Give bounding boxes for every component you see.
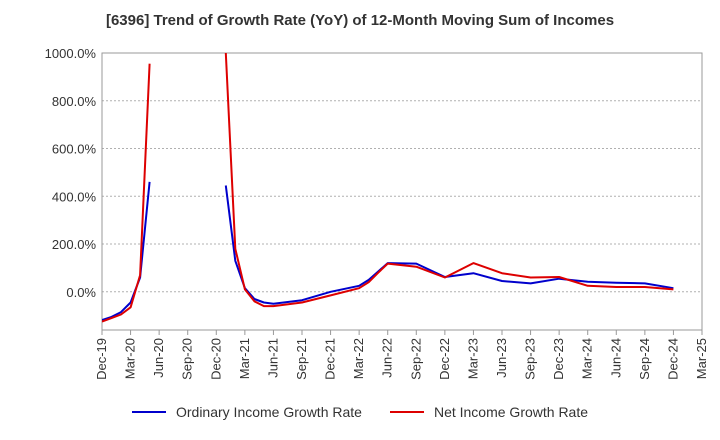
x-tick-label: Jun-21	[265, 338, 280, 378]
x-tick-label: Dec-24	[665, 338, 680, 380]
y-tick-label: 200.0%	[52, 237, 97, 252]
legend: Ordinary Income Growth Rate Net Income Gr…	[0, 404, 720, 420]
x-tick-label: Mar-20	[123, 338, 138, 379]
axes	[101, 52, 703, 335]
legend-swatch	[131, 411, 166, 413]
legend-item: Net Income Growth Rate	[389, 404, 589, 420]
x-tick-label: Jun-24	[608, 338, 623, 378]
series-line-net-income-growth-rate	[102, 53, 674, 323]
x-tick-label: Mar-21	[237, 338, 252, 379]
x-tick-label: Mar-25	[694, 338, 709, 379]
x-tick-label: Sep-21	[294, 338, 309, 380]
x-tick-label: Dec-21	[323, 338, 338, 380]
plot-frame	[101, 52, 703, 331]
y-tick-label: 800.0%	[52, 94, 97, 109]
x-tick-label: Mar-23	[465, 338, 480, 379]
y-tick-label: 1000.0%	[45, 46, 97, 61]
x-tick-label: Dec-20	[208, 338, 223, 380]
y-tick-label: 0.0%	[66, 285, 96, 300]
x-tick-label: Sep-20	[180, 338, 195, 380]
x-tick-label: Mar-22	[351, 338, 366, 379]
legend-swatch	[389, 411, 424, 413]
y-tick-label: 400.0%	[52, 189, 97, 204]
series-line-ordinary-income-growth-rate	[102, 181, 674, 321]
x-tick-label: Dec-19	[94, 338, 109, 380]
y-tick-label: 600.0%	[52, 142, 97, 157]
legend-label: Ordinary Income Growth Rate	[175, 404, 362, 420]
x-tick-label: Jun-22	[380, 338, 395, 378]
legend-label: Net Income Growth Rate	[433, 404, 589, 420]
legend-item: Ordinary Income Growth Rate	[131, 404, 362, 420]
x-tick-label: Sep-24	[637, 338, 652, 380]
x-tick-label: Sep-22	[408, 338, 423, 380]
series-lines	[102, 53, 674, 323]
x-tick-label: Dec-23	[551, 338, 566, 380]
x-tick-label: Sep-23	[523, 338, 538, 380]
tick-labels: 0.0% 200.0% 400.0% 600.0% 800.0% 1000.0% Dec-1…	[45, 46, 709, 380]
x-tick-label: Jun-20	[151, 338, 166, 378]
chart-title: [6396] Trend of Growth Rate (YoY) of 12-…	[105, 12, 615, 29]
x-tick-label: Dec-22	[437, 338, 452, 380]
x-tick-label: Jun-23	[494, 338, 509, 378]
grid-lines	[102, 52, 702, 293]
x-tick-label: Mar-24	[580, 338, 595, 379]
